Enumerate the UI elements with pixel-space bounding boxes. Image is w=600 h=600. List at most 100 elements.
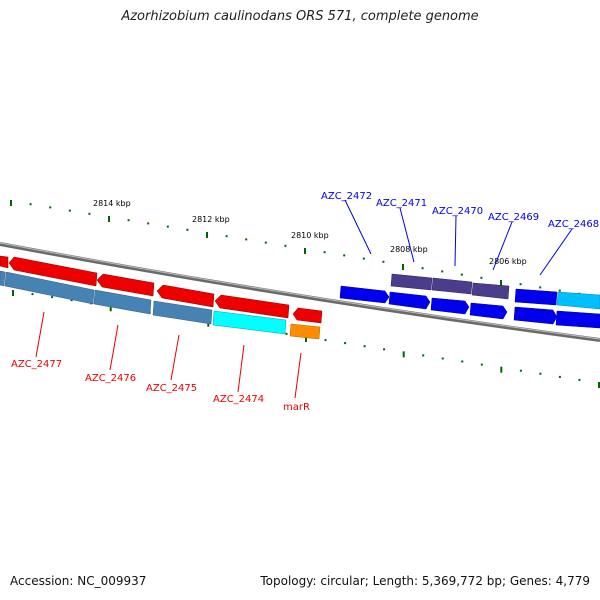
reverse-leaders — [35, 311, 302, 399]
gene-feature[interactable] — [513, 306, 558, 325]
minor-tick — [441, 357, 444, 360]
minor-tick — [558, 375, 561, 378]
tick-label: 2812 kbp — [192, 215, 230, 224]
gene-feature[interactable] — [292, 307, 323, 324]
major-tick — [304, 248, 306, 254]
minor-tick — [324, 339, 327, 342]
minor-tick — [264, 241, 267, 244]
gene-label[interactable]: AZC_2469 — [488, 212, 539, 223]
minor-tick — [166, 225, 169, 228]
gene-feature[interactable] — [469, 302, 508, 320]
tick-label: 2810 kbp — [291, 231, 329, 240]
minor-tick — [147, 222, 150, 225]
gene-feature[interactable] — [339, 285, 390, 304]
minor-tick — [480, 276, 483, 279]
genome-backbone — [0, 242, 600, 342]
minor-tick — [225, 235, 228, 238]
minor-tick — [70, 299, 73, 302]
cds-feature[interactable] — [93, 289, 152, 315]
reverse-gene-labels: AZC_2477 AZC_2476 AZC_2475 AZC_2474 marR — [11, 359, 310, 413]
major-tick — [402, 351, 405, 358]
minor-tick — [285, 332, 288, 335]
minor-tick — [68, 209, 71, 212]
minor-tick — [51, 296, 54, 299]
gene-feature[interactable] — [555, 310, 600, 329]
minor-tick — [441, 270, 444, 273]
minor-tick — [519, 369, 522, 372]
minor-tick — [519, 283, 522, 286]
forward-leaders — [344, 199, 573, 276]
gene-label[interactable]: marR — [283, 402, 310, 413]
reverse-strand — [0, 255, 323, 340]
minor-tick — [31, 293, 34, 296]
gene-label[interactable]: AZC_2476 — [85, 373, 136, 384]
gene-label[interactable]: AZC_2470 — [432, 206, 483, 217]
gene-label[interactable]: AZC_2471 — [376, 198, 427, 209]
cds-feature[interactable] — [212, 310, 287, 335]
map-title: Azorhizobium caulinodans ORS 571, comple… — [121, 9, 479, 24]
major-tick — [305, 336, 307, 342]
minor-tick — [461, 360, 464, 363]
gene-feature[interactable] — [0, 255, 9, 269]
minor-tick — [460, 273, 463, 276]
major-tick — [500, 280, 502, 286]
minor-tick — [539, 286, 542, 289]
minor-tick — [344, 342, 347, 345]
cds-feature[interactable] — [4, 271, 95, 305]
minor-tick — [539, 372, 542, 375]
gene-feature[interactable] — [388, 291, 431, 310]
minor-tick — [29, 203, 32, 206]
gene-feature[interactable] — [430, 297, 470, 315]
minor-tick — [480, 363, 483, 366]
major-tick — [402, 264, 404, 270]
minor-tick — [245, 238, 248, 241]
minor-tick — [186, 228, 189, 231]
gene-label[interactable]: AZC_2475 — [146, 383, 197, 394]
forward-strand — [339, 273, 600, 329]
cds-feature[interactable] — [471, 282, 510, 300]
tick-label: 2808 kbp — [390, 245, 428, 254]
tick-label: 2806 kbp — [489, 257, 527, 266]
minor-tick — [363, 345, 366, 348]
tick-label: 2814 kbp — [93, 199, 131, 208]
cds-feature[interactable] — [0, 270, 6, 287]
gene-label[interactable]: AZC_2477 — [11, 359, 62, 370]
gene-label[interactable]: AZC_2468 — [548, 219, 599, 230]
forward-gene-labels: AZC_2472 AZC_2471 AZC_2470 AZC_2469 AZC_… — [321, 191, 599, 230]
minor-tick — [127, 219, 130, 222]
minor-tick — [343, 254, 346, 257]
cds-feature[interactable] — [556, 291, 600, 310]
gene-label[interactable]: AZC_2472 — [321, 191, 372, 202]
major-tick — [10, 200, 12, 206]
minor-tick — [284, 244, 287, 247]
genome-backbone-highlight — [0, 242, 600, 340]
minor-tick — [362, 257, 365, 260]
minor-tick — [382, 260, 385, 263]
minor-tick — [578, 378, 581, 381]
major-tick — [598, 382, 600, 388]
cds-feature[interactable] — [431, 277, 473, 295]
gene-feature[interactable] — [156, 284, 215, 308]
accession-text: Accession: NC_009937 — [10, 574, 147, 588]
rna-feature[interactable] — [289, 323, 321, 340]
minor-tick — [383, 348, 386, 351]
cds-feature[interactable] — [152, 300, 213, 325]
cds-feature[interactable] — [514, 288, 558, 306]
major-tick — [108, 216, 110, 222]
major-tick — [500, 366, 503, 373]
minor-tick — [558, 289, 561, 292]
minor-tick — [421, 267, 424, 270]
gene-label[interactable]: AZC_2474 — [213, 394, 264, 405]
minor-tick — [422, 354, 425, 357]
minor-tick — [323, 251, 326, 254]
minor-tick — [88, 212, 91, 215]
major-tick — [206, 232, 208, 238]
gene-feature[interactable] — [96, 273, 155, 297]
gene-feature[interactable] — [214, 294, 290, 319]
major-tick — [12, 290, 14, 296]
genome-summary-text: Topology: circular; Length: 5,369,772 bp… — [260, 574, 590, 588]
minor-tick — [49, 206, 52, 209]
gene-feature[interactable] — [8, 256, 98, 287]
cds-feature[interactable] — [390, 273, 433, 291]
